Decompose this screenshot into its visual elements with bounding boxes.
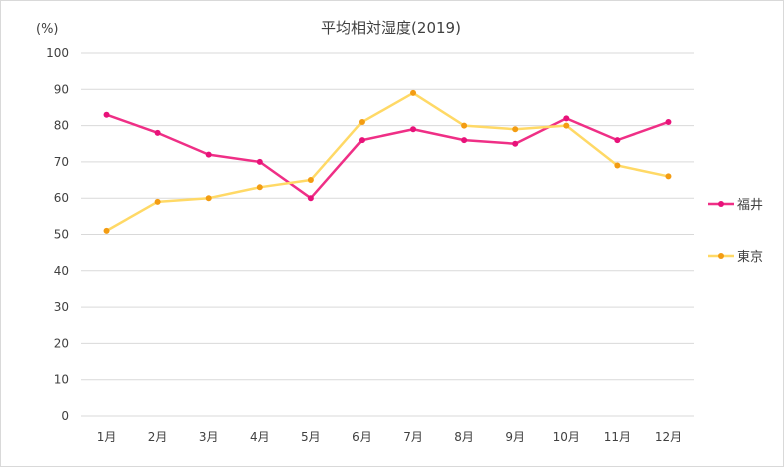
x-tick-label: 7月	[403, 430, 423, 444]
series-lines	[103, 89, 672, 234]
series-line-0	[106, 113, 669, 200]
data-point	[358, 137, 365, 144]
x-tick-label: 4月	[250, 430, 270, 444]
data-point	[563, 115, 570, 122]
data-point	[307, 177, 314, 184]
series-1	[103, 89, 672, 234]
data-point	[410, 126, 417, 133]
data-point	[461, 122, 468, 129]
series-0	[103, 111, 672, 202]
y-tick-label: 0	[61, 409, 69, 423]
x-axis-ticks: 1月 2月 3月 4月 5月 6月 7月 8月 9月 10月 11月 12月	[97, 430, 682, 444]
chart-title: 平均相対湿度(2019)	[321, 19, 461, 37]
y-tick-label: 50	[54, 228, 69, 242]
legend-item-0: 福井	[708, 198, 763, 213]
data-point	[358, 118, 365, 125]
data-point	[665, 173, 672, 180]
data-point	[103, 227, 110, 234]
y-tick-label: 30	[54, 300, 69, 314]
legend-label: 福井	[737, 198, 763, 213]
y-tick-label: 70	[54, 155, 69, 169]
data-point	[665, 118, 672, 125]
y-tick-label: 100	[46, 46, 69, 60]
x-tick-label: 11月	[604, 430, 631, 444]
y-tick-label: 60	[54, 191, 69, 205]
y-axis-ticks: 0 10 20 30 40 50 60 70 80 90 100	[46, 46, 69, 423]
y-tick-label: 90	[54, 82, 69, 96]
y-tick-label: 10	[54, 373, 69, 387]
data-point	[461, 137, 468, 144]
y-tick-label: 20	[54, 336, 69, 350]
data-point	[205, 195, 212, 202]
x-tick-label: 5月	[301, 430, 321, 444]
x-tick-label: 2月	[148, 430, 168, 444]
data-point	[256, 158, 263, 165]
x-tick-label: 10月	[553, 430, 580, 444]
x-tick-label: 3月	[199, 430, 219, 444]
data-point	[205, 151, 212, 158]
y-tick-label: 40	[54, 264, 69, 278]
data-point	[256, 184, 263, 191]
grid-lines	[81, 52, 694, 417]
y-axis-unit-label: (%)	[36, 22, 59, 37]
data-point	[410, 89, 417, 96]
x-tick-label: 8月	[454, 430, 474, 444]
series-line-1	[105, 91, 669, 232]
data-point	[614, 137, 621, 144]
legend-marker	[718, 201, 724, 207]
legend-label: 東京	[737, 249, 763, 265]
data-point	[307, 195, 314, 202]
y-tick-label: 80	[54, 119, 69, 133]
data-point	[614, 162, 621, 169]
x-tick-label: 9月	[505, 430, 525, 444]
data-point	[563, 122, 570, 129]
data-point	[103, 111, 110, 118]
data-point	[154, 198, 161, 205]
data-point	[512, 126, 519, 133]
x-tick-label: 6月	[352, 430, 372, 444]
x-tick-label: 1月	[97, 430, 117, 444]
legend-item-1: 東京	[708, 249, 763, 265]
data-point	[154, 129, 161, 136]
legend-marker	[718, 253, 724, 259]
data-point	[512, 140, 519, 147]
x-tick-label: 12月	[655, 430, 682, 444]
